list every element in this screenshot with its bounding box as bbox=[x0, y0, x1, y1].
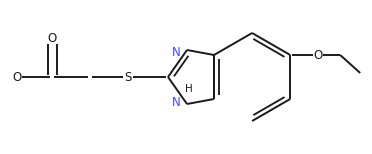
Text: H: H bbox=[185, 84, 193, 94]
Text: N: N bbox=[172, 45, 181, 59]
Text: O: O bbox=[314, 49, 323, 61]
Text: S: S bbox=[124, 71, 132, 83]
Text: O: O bbox=[12, 71, 22, 83]
Text: O: O bbox=[47, 32, 57, 45]
Text: N: N bbox=[172, 95, 181, 109]
